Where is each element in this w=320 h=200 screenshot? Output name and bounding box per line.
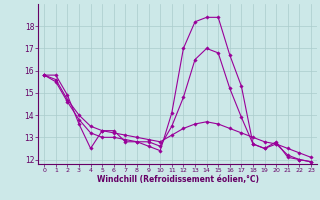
X-axis label: Windchill (Refroidissement éolien,°C): Windchill (Refroidissement éolien,°C)	[97, 175, 259, 184]
